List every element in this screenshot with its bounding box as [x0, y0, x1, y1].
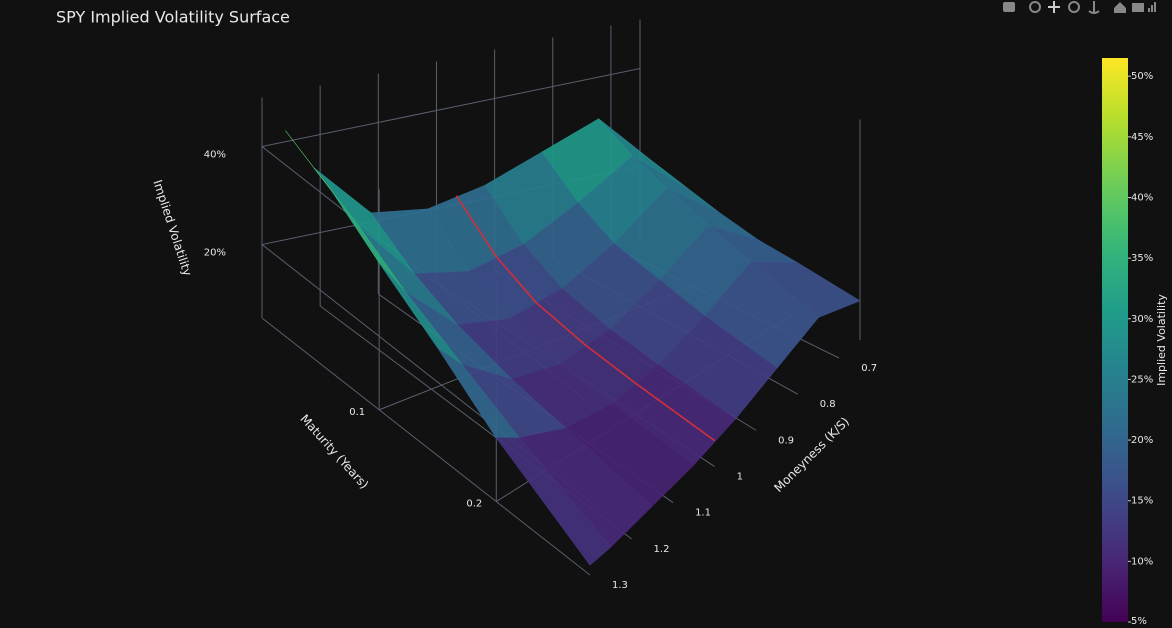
y-tick-label: 0.2 — [466, 499, 482, 510]
modebar-button[interactable] — [1148, 2, 1156, 12]
modebar-button[interactable] — [1029, 1, 1041, 13]
x-tick-label: 0.9 — [778, 435, 794, 446]
z-tick-label: 40% — [204, 150, 226, 161]
modebar-button[interactable] — [1068, 1, 1080, 13]
x-tick-label: 1.1 — [695, 508, 711, 519]
colorbar-tick-label: 30% — [1131, 314, 1153, 325]
x-tick-label: 1 — [737, 472, 743, 483]
modebar-button[interactable] — [1088, 1, 1100, 14]
colorbar-tick-label: 45% — [1131, 132, 1153, 143]
colorbar-tick-label: 10% — [1131, 556, 1153, 567]
modebar-button[interactable] — [1003, 2, 1015, 12]
modebar-button[interactable] — [1114, 2, 1126, 13]
moneyness-line — [455, 195, 716, 442]
colorbar — [1102, 58, 1128, 622]
x-tick-label: 0.7 — [861, 363, 877, 374]
surface-cell — [495, 437, 612, 566]
x-tick-label: 0.8 — [820, 399, 836, 410]
colorbar-tick-label: 35% — [1131, 253, 1153, 264]
colorbar-tick-label: 25% — [1131, 374, 1153, 385]
colorbar-tick-label: 40% — [1131, 192, 1153, 203]
colorbar-title: Implied Volatility — [1155, 294, 1168, 386]
modebar-button[interactable] — [1132, 3, 1144, 12]
modebar — [1003, 1, 1156, 14]
modebar-button[interactable] — [1048, 1, 1060, 13]
grid-line — [261, 317, 591, 576]
y-tick-label: 0.1 — [349, 407, 365, 418]
colorbar-tick-label: 15% — [1131, 496, 1153, 507]
chart-title: SPY Implied Volatility Surface — [56, 8, 290, 27]
z-tick-label: 20% — [204, 248, 226, 259]
x-tick-label: 1.2 — [654, 544, 670, 555]
colorbar-tick-label: 5% — [1131, 616, 1147, 627]
x-tick-label: 1.3 — [612, 580, 628, 591]
colorbar-tick-label: 50% — [1131, 71, 1153, 82]
colorbar-tick-label: 20% — [1131, 435, 1153, 446]
